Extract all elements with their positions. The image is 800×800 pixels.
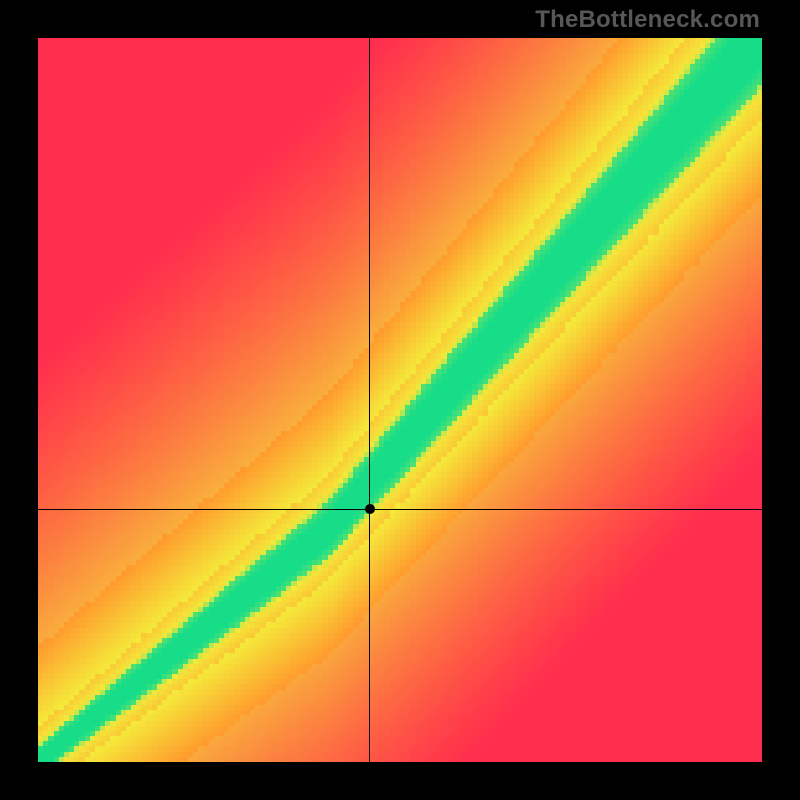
crosshair-vertical <box>369 38 370 762</box>
crosshair-marker <box>365 504 375 514</box>
bottleneck-heatmap <box>38 38 762 762</box>
crosshair-horizontal <box>38 509 762 510</box>
watermark-text: TheBottleneck.com <box>535 6 760 34</box>
chart-frame: TheBottleneck.com <box>0 0 800 800</box>
